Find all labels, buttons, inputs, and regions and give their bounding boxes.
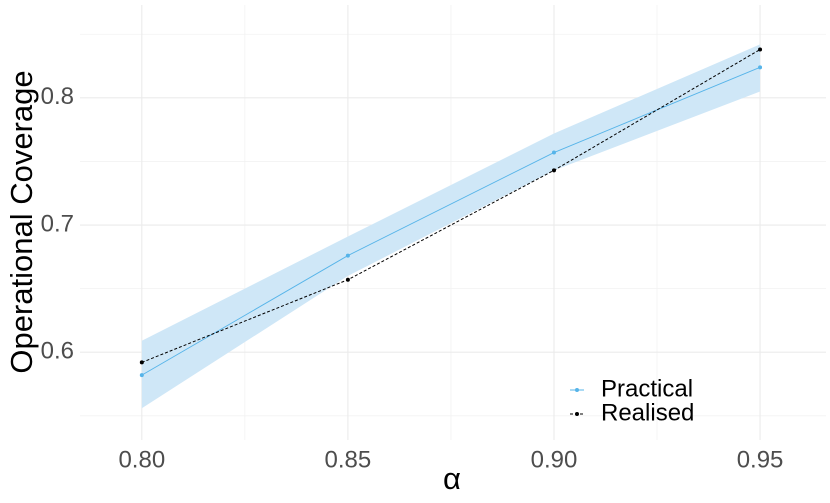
legend-symbol (575, 412, 579, 416)
line (141, 49, 761, 363)
point (139, 373, 144, 378)
point (139, 360, 144, 365)
x-tick-label: 0.80 (118, 446, 165, 473)
point (345, 277, 350, 282)
legend-label: Realised (601, 399, 694, 426)
point (551, 168, 556, 173)
x-axis-title: α (443, 461, 461, 496)
line (141, 66, 761, 376)
legend-label: Practical (601, 375, 693, 402)
legend-symbol (575, 388, 579, 392)
point (758, 47, 763, 52)
point (345, 253, 350, 258)
y-tick-label: 0.7 (41, 210, 74, 237)
x-tick-label: 0.85 (325, 446, 372, 473)
y-tick-label: 0.8 (41, 83, 74, 110)
y-axis-title: Operational Coverage (4, 70, 39, 373)
x-tick-label: 0.90 (531, 446, 578, 473)
y-tick-label: 0.6 (41, 338, 74, 365)
confidence-band (141, 44, 761, 409)
point (551, 150, 556, 155)
x-tick-label: 0.95 (737, 446, 784, 473)
point (758, 65, 763, 70)
